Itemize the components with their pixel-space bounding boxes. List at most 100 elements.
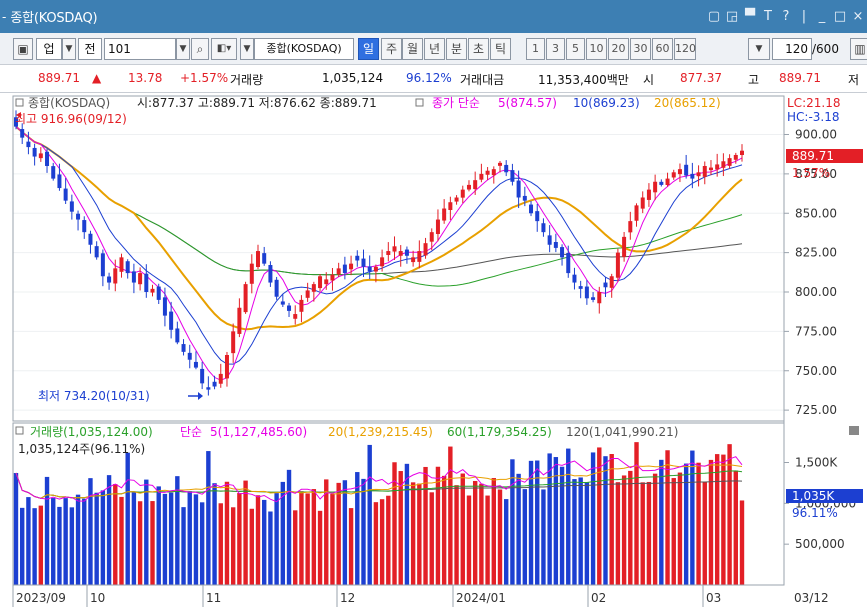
volume-bar [336,482,341,585]
candle [572,274,577,283]
count-dropdown-icon[interactable]: ▼ [748,38,770,60]
period-tab-6[interactable]: 틱 [490,38,511,60]
market-dropdown-icon[interactable]: ▼ [62,38,76,60]
candle [622,236,627,257]
volume-bar [218,503,223,585]
interval-button-6[interactable]: 60 [652,38,673,60]
window-controls: ▢ ◲ ▀ T ? | _ □ × [705,0,867,33]
toolbar: ▣ 업 ▼ 전 101 ▼ ⌕ ◧▾ ▼ 종합(KOSDAQ) ▼ 120 /6… [0,33,867,65]
candle [702,166,707,177]
period-tab-2[interactable]: 월 [402,38,423,60]
index-switch-icon[interactable]: ◧▾ [211,38,237,60]
volume-bar [646,481,652,585]
interval-button-1[interactable]: 3 [546,38,565,60]
code-dropdown-icon[interactable]: ▼ [176,38,190,60]
current-volume-tag [786,489,863,503]
info-checkbox[interactable] [15,98,24,107]
current-volume-tag-value: 1,035K [792,489,835,503]
volume-bar [535,460,540,585]
index-dropdown-icon[interactable]: ▼ [240,38,254,60]
candle [367,266,372,272]
candle [268,265,273,283]
volume-panel-close-icon[interactable] [849,426,859,435]
volume-bar [528,460,534,585]
candle [473,180,478,190]
volume-bar [175,476,180,585]
candle [690,173,695,179]
volume-bar [82,498,87,585]
split-icon[interactable]: ◲ [725,9,739,24]
candle [342,264,347,274]
ma20-legend: 20(865.12) [654,96,721,110]
layout-icon[interactable]: ▢ [707,9,721,24]
period-tab-0[interactable]: 일 [358,38,379,60]
count-input[interactable]: 120 [772,38,812,60]
current-price-tag [786,149,863,163]
volume-subtitle: 1,035,124주(96.11%) [18,442,145,456]
volume-bar [460,473,465,585]
vol-ma5-line [15,456,743,503]
period-tab-4[interactable]: 분 [446,38,467,60]
period-tab-1[interactable]: 주 [381,38,402,60]
candle [51,166,56,179]
candle [237,307,242,334]
search-icon[interactable]: ⌕ [191,38,209,60]
candle [404,249,409,256]
candle [454,197,459,202]
help-icon[interactable]: ? [782,9,790,24]
chart-area[interactable]: 종합(KOSDAQ) 시:877.37 고:889.71 저:876.62 종:… [0,93,867,607]
tools-icon[interactable]: ▥ [850,38,867,60]
price-volume-chart[interactable]: 종합(KOSDAQ) 시:877.37 고:889.71 저:876.62 종:… [0,93,867,607]
text-size-icon[interactable]: T [764,9,772,24]
volume-bar [243,480,248,585]
ma-checkbox[interactable] [415,98,424,107]
volume-bar [466,495,472,585]
period-tab-3[interactable]: 년 [424,38,445,60]
interval-button-7[interactable]: 120 [674,38,696,60]
candle [299,299,304,312]
volume-bar [181,507,186,585]
screen-icon[interactable]: ▣ [13,38,33,60]
candle [653,181,658,193]
volume-bar [51,498,56,585]
price-info-label: 종합(KOSDAQ) [28,96,110,110]
close-icon[interactable]: × [852,9,864,24]
interval-button-4[interactable]: 20 [608,38,629,60]
volume-bar [472,480,478,585]
price-axis-label: 875.00 [795,167,837,181]
x-axis-label: 12 [340,591,355,605]
volume-bar [150,501,155,585]
index-name-field[interactable]: 종합(KOSDAQ) [254,38,354,60]
volume-bar [342,480,348,585]
candle [547,235,552,245]
candle [696,172,701,177]
interval-button-5[interactable]: 30 [630,38,651,60]
prev-button[interactable]: 전 [78,38,102,60]
candle [448,202,453,210]
candle [541,223,546,233]
volume-bar [199,502,205,585]
volume-checkbox[interactable] [15,426,24,435]
volume-bar [224,481,230,585]
candle [249,263,254,284]
menu-glyph[interactable]: - [2,9,7,24]
minimize-icon[interactable]: _ [818,9,826,24]
market-tab[interactable]: 업 [36,38,62,60]
high-marker: 최고 916.96(09/12) [15,112,127,126]
interval-button-0[interactable]: 1 [526,38,545,60]
quote-bar: 889.71 ▲ 13.78 +1.57% 거래량 1,035,124 96.1… [0,65,867,93]
volume-bar [628,470,633,585]
volume-bar [94,492,99,585]
candle [20,129,25,138]
period-tab-5[interactable]: 초 [468,38,489,60]
code-input[interactable]: 101 [104,38,176,60]
maximize-icon[interactable]: □ [833,9,847,24]
candle [671,172,676,178]
pin-icon[interactable]: ▀ [745,9,755,24]
interval-button-2[interactable]: 5 [566,38,585,60]
price-axis-label: 775.00 [795,324,837,338]
volume-bar [584,482,590,585]
candle [721,161,726,168]
interval-button-3[interactable]: 10 [586,38,607,60]
